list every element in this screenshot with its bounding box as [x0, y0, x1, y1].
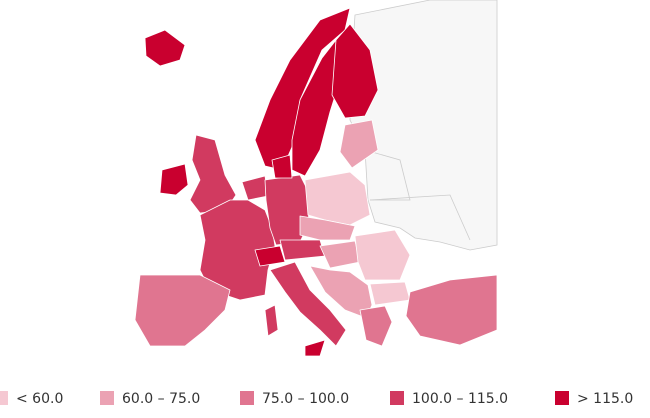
- country: [359, 305, 393, 347]
- country: [271, 154, 293, 179]
- country: [279, 239, 326, 261]
- country: [144, 29, 186, 67]
- border: [364, 149, 411, 201]
- border: [369, 194, 471, 241]
- legend-swatch: [0, 391, 8, 405]
- country: [241, 175, 269, 201]
- legend-label: 75.0 – 100.0: [262, 391, 349, 407]
- legend-item: 75.0 – 100.0: [240, 391, 349, 407]
- country: [264, 304, 279, 337]
- countries: [134, 7, 498, 357]
- country: [405, 274, 498, 346]
- country: [331, 23, 379, 119]
- country: [354, 229, 411, 281]
- legend-label: > 115.0: [577, 391, 633, 407]
- legend-item: 60.0 – 75.0: [100, 391, 200, 407]
- legend-swatch: [240, 391, 254, 405]
- country: [299, 215, 356, 241]
- legend-label: < 60.0: [16, 391, 63, 407]
- legend-label: 60.0 – 75.0: [122, 391, 200, 407]
- country: [304, 171, 371, 226]
- legend-swatch: [100, 391, 114, 405]
- country: [339, 119, 379, 169]
- country: [269, 261, 347, 347]
- country: [254, 245, 286, 267]
- country: [319, 240, 361, 269]
- legend-item: < 60.0: [0, 391, 63, 407]
- country: [159, 163, 189, 196]
- legend-item: 100.0 – 115.0: [390, 391, 508, 407]
- legend-swatch: [555, 391, 569, 405]
- legend: < 60.0 60.0 – 75.0 75.0 – 100.0 100.0 – 115…: [0, 391, 633, 407]
- country: [309, 265, 373, 319]
- legend-swatch: [390, 391, 404, 405]
- country: [134, 274, 231, 347]
- country: [369, 281, 411, 306]
- legend-label: 100.0 – 115.0: [412, 391, 508, 407]
- legend-item: > 115.0: [555, 391, 633, 407]
- country: [304, 339, 326, 357]
